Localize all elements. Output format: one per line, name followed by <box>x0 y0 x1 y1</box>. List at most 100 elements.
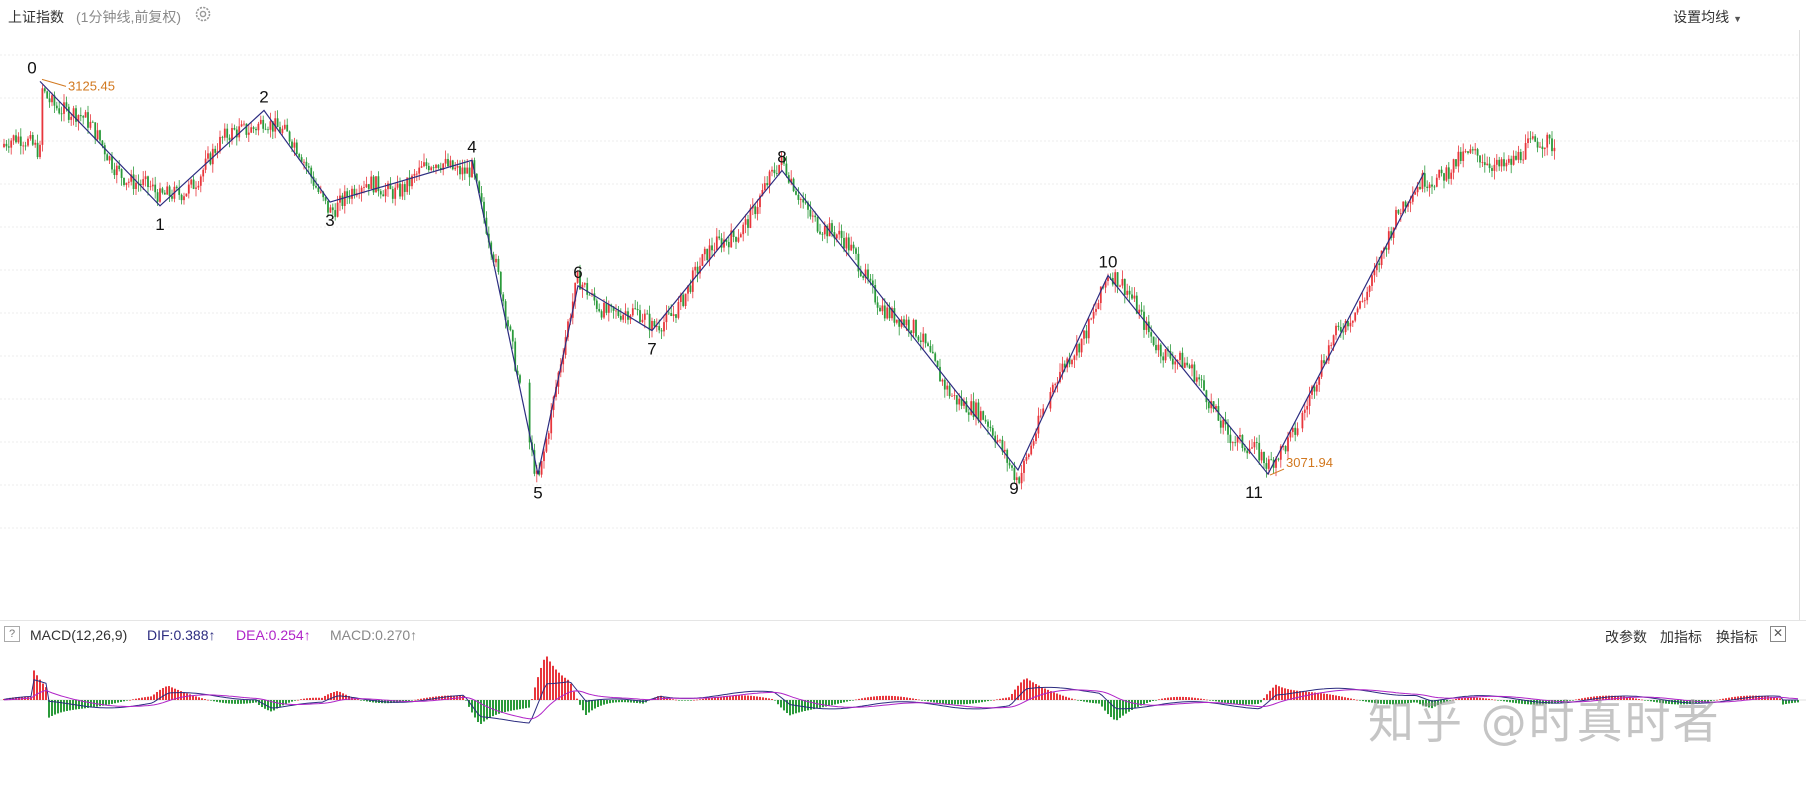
macd-bar <box>405 700 407 702</box>
candle <box>1025 452 1028 464</box>
macd-bar <box>1314 692 1316 700</box>
candle <box>255 126 257 135</box>
candle <box>519 373 521 385</box>
candle <box>1181 347 1184 369</box>
candle <box>540 460 543 478</box>
macd-bar <box>639 700 641 704</box>
macd-bar <box>1218 700 1220 702</box>
macd-bar <box>690 700 692 701</box>
macd-bar <box>708 698 710 700</box>
candle <box>27 136 29 148</box>
gear-icon[interactable] <box>194 5 212 23</box>
candle <box>1164 348 1167 364</box>
candle <box>39 140 41 160</box>
help-icon[interactable]: ? <box>4 626 20 642</box>
candle <box>1527 131 1529 149</box>
macd-bar <box>1173 697 1175 700</box>
candle <box>444 150 447 168</box>
macd-bar <box>1134 700 1136 709</box>
candle <box>199 174 202 193</box>
macd-bar <box>519 700 521 710</box>
add-indicator-button[interactable]: 加指标 <box>1660 629 1702 645</box>
candle <box>1373 263 1376 283</box>
macd-bar <box>96 700 98 707</box>
macd-bar <box>1086 700 1088 703</box>
macd-bar <box>105 700 107 706</box>
candle <box>763 176 766 192</box>
candle <box>1423 165 1426 193</box>
candle <box>691 267 694 299</box>
macd-bar <box>1203 699 1205 700</box>
switch-indicator-button[interactable]: 换指标 <box>1716 629 1758 645</box>
candle <box>871 274 874 294</box>
candle <box>48 92 51 108</box>
candle <box>60 106 63 122</box>
close-icon[interactable]: ✕ <box>1770 626 1786 642</box>
wave-labels: 0 1 2 3 4 5 6 7 8 9 10 11 <box>27 58 1263 502</box>
wave-label-5: 5 <box>533 483 542 502</box>
macd-bar <box>1722 698 1724 700</box>
macd-bar <box>81 700 83 709</box>
macd-bar <box>126 700 128 701</box>
candle <box>795 188 797 196</box>
candle <box>600 309 603 320</box>
macd-bar <box>225 700 227 704</box>
macd-bar <box>774 700 776 701</box>
candle <box>166 181 169 195</box>
candle <box>773 162 776 178</box>
candle <box>1548 134 1551 145</box>
macd-bar <box>366 700 368 702</box>
candle <box>720 233 723 253</box>
macd-bar <box>1269 690 1271 700</box>
macd-bar <box>1605 695 1607 700</box>
macd-bar <box>480 700 482 724</box>
candle <box>24 141 27 151</box>
macd-bar <box>573 691 575 700</box>
candle <box>1438 169 1441 180</box>
macd-bar <box>1146 700 1148 704</box>
macd-bar <box>303 698 305 700</box>
candle <box>185 193 188 197</box>
macd-bar <box>855 699 857 701</box>
candle <box>192 176 195 190</box>
macd-bar <box>1155 700 1157 701</box>
candle <box>31 132 34 147</box>
macd-bar <box>957 700 959 705</box>
macd-bar <box>501 700 503 713</box>
macd-bar <box>612 700 614 703</box>
macd-bar <box>129 699 131 701</box>
candle <box>1428 182 1431 197</box>
candle <box>331 203 334 215</box>
candle <box>1347 320 1349 331</box>
macd-bar <box>1164 698 1166 700</box>
macd-bar <box>795 700 797 714</box>
candle <box>418 160 421 181</box>
candle <box>79 107 82 122</box>
macd-bar <box>1098 700 1100 704</box>
macd-bar <box>1647 700 1649 701</box>
macd-bar <box>1224 700 1226 703</box>
candle <box>924 333 927 348</box>
min-price-label: 3071.94 <box>1286 455 1333 470</box>
candle <box>1083 330 1085 346</box>
candle <box>1020 464 1023 490</box>
macd-bar <box>1215 700 1217 702</box>
set-ma-button[interactable]: 设置均线 ▼ <box>1673 7 1742 27</box>
macd-bar <box>147 696 149 700</box>
candle <box>63 94 65 122</box>
candle <box>888 302 891 322</box>
macd-bar <box>696 699 698 701</box>
candle <box>732 229 735 243</box>
candle <box>1205 389 1208 410</box>
macd-bar <box>57 700 59 714</box>
candle <box>694 262 697 278</box>
macd-bar <box>1719 699 1721 700</box>
macd-bar <box>324 695 326 700</box>
macd-bar <box>756 696 758 700</box>
macd-bar <box>621 700 623 703</box>
change-params-button[interactable]: 改参数 <box>1605 629 1647 645</box>
candle <box>29 131 32 141</box>
candle <box>725 238 728 246</box>
candle <box>437 164 440 170</box>
candle <box>127 178 130 188</box>
